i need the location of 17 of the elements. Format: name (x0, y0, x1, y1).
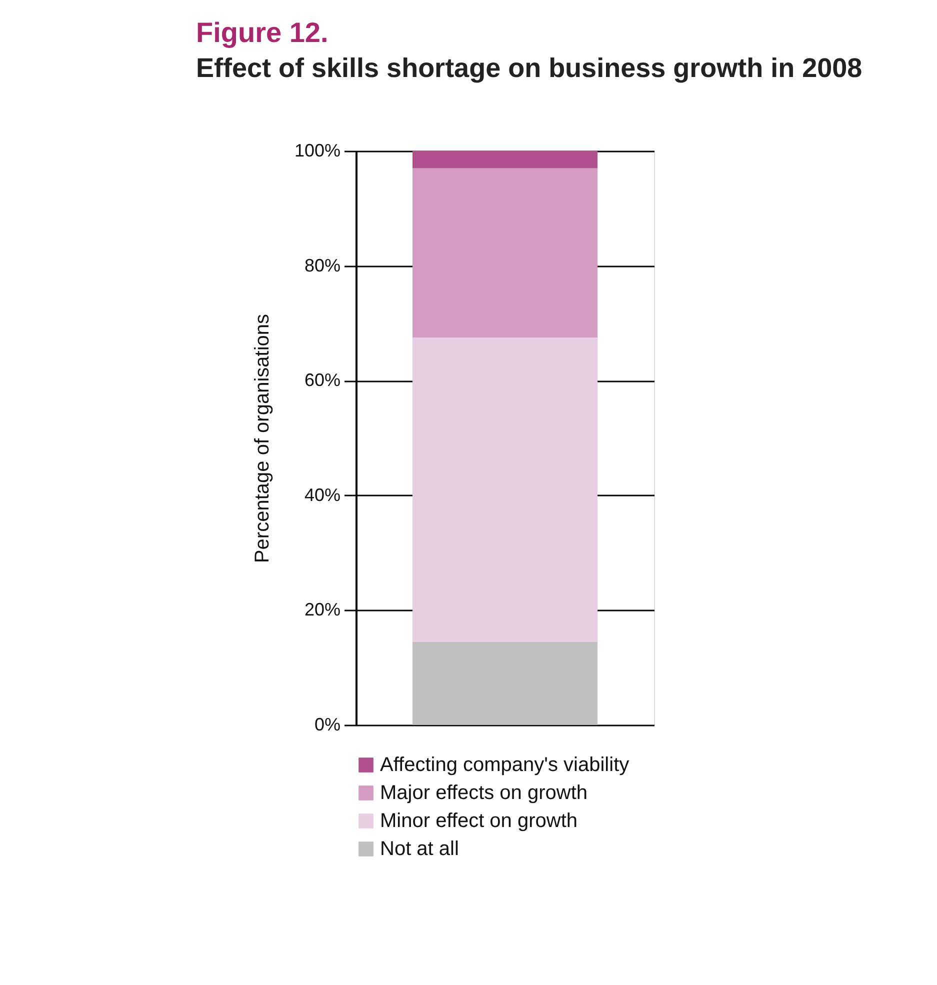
y-tick-label: 60% (304, 370, 340, 390)
legend-label: Major effects on growth (380, 782, 588, 804)
bar (412, 642, 598, 725)
bar (412, 168, 598, 338)
bar (412, 338, 598, 642)
y-tick-label: 80% (304, 255, 340, 276)
y-axis-title: Percentage of organisations (251, 314, 274, 564)
y-tick-label: 40% (304, 484, 340, 505)
y-tick-label: 0% (314, 714, 340, 734)
bar (412, 151, 598, 168)
legend-label: Affecting company's viability (380, 754, 630, 776)
legend-label: Minor effect on growth (380, 810, 578, 832)
chart-title: Figure 12. (196, 17, 328, 48)
chart-subtitle: Effect of skills shortage on business growth in 2008 (196, 53, 862, 83)
y-tick-label: 20% (304, 600, 340, 620)
legend-label: Not at all (380, 838, 459, 860)
y-tick-label: 100% (294, 140, 340, 160)
